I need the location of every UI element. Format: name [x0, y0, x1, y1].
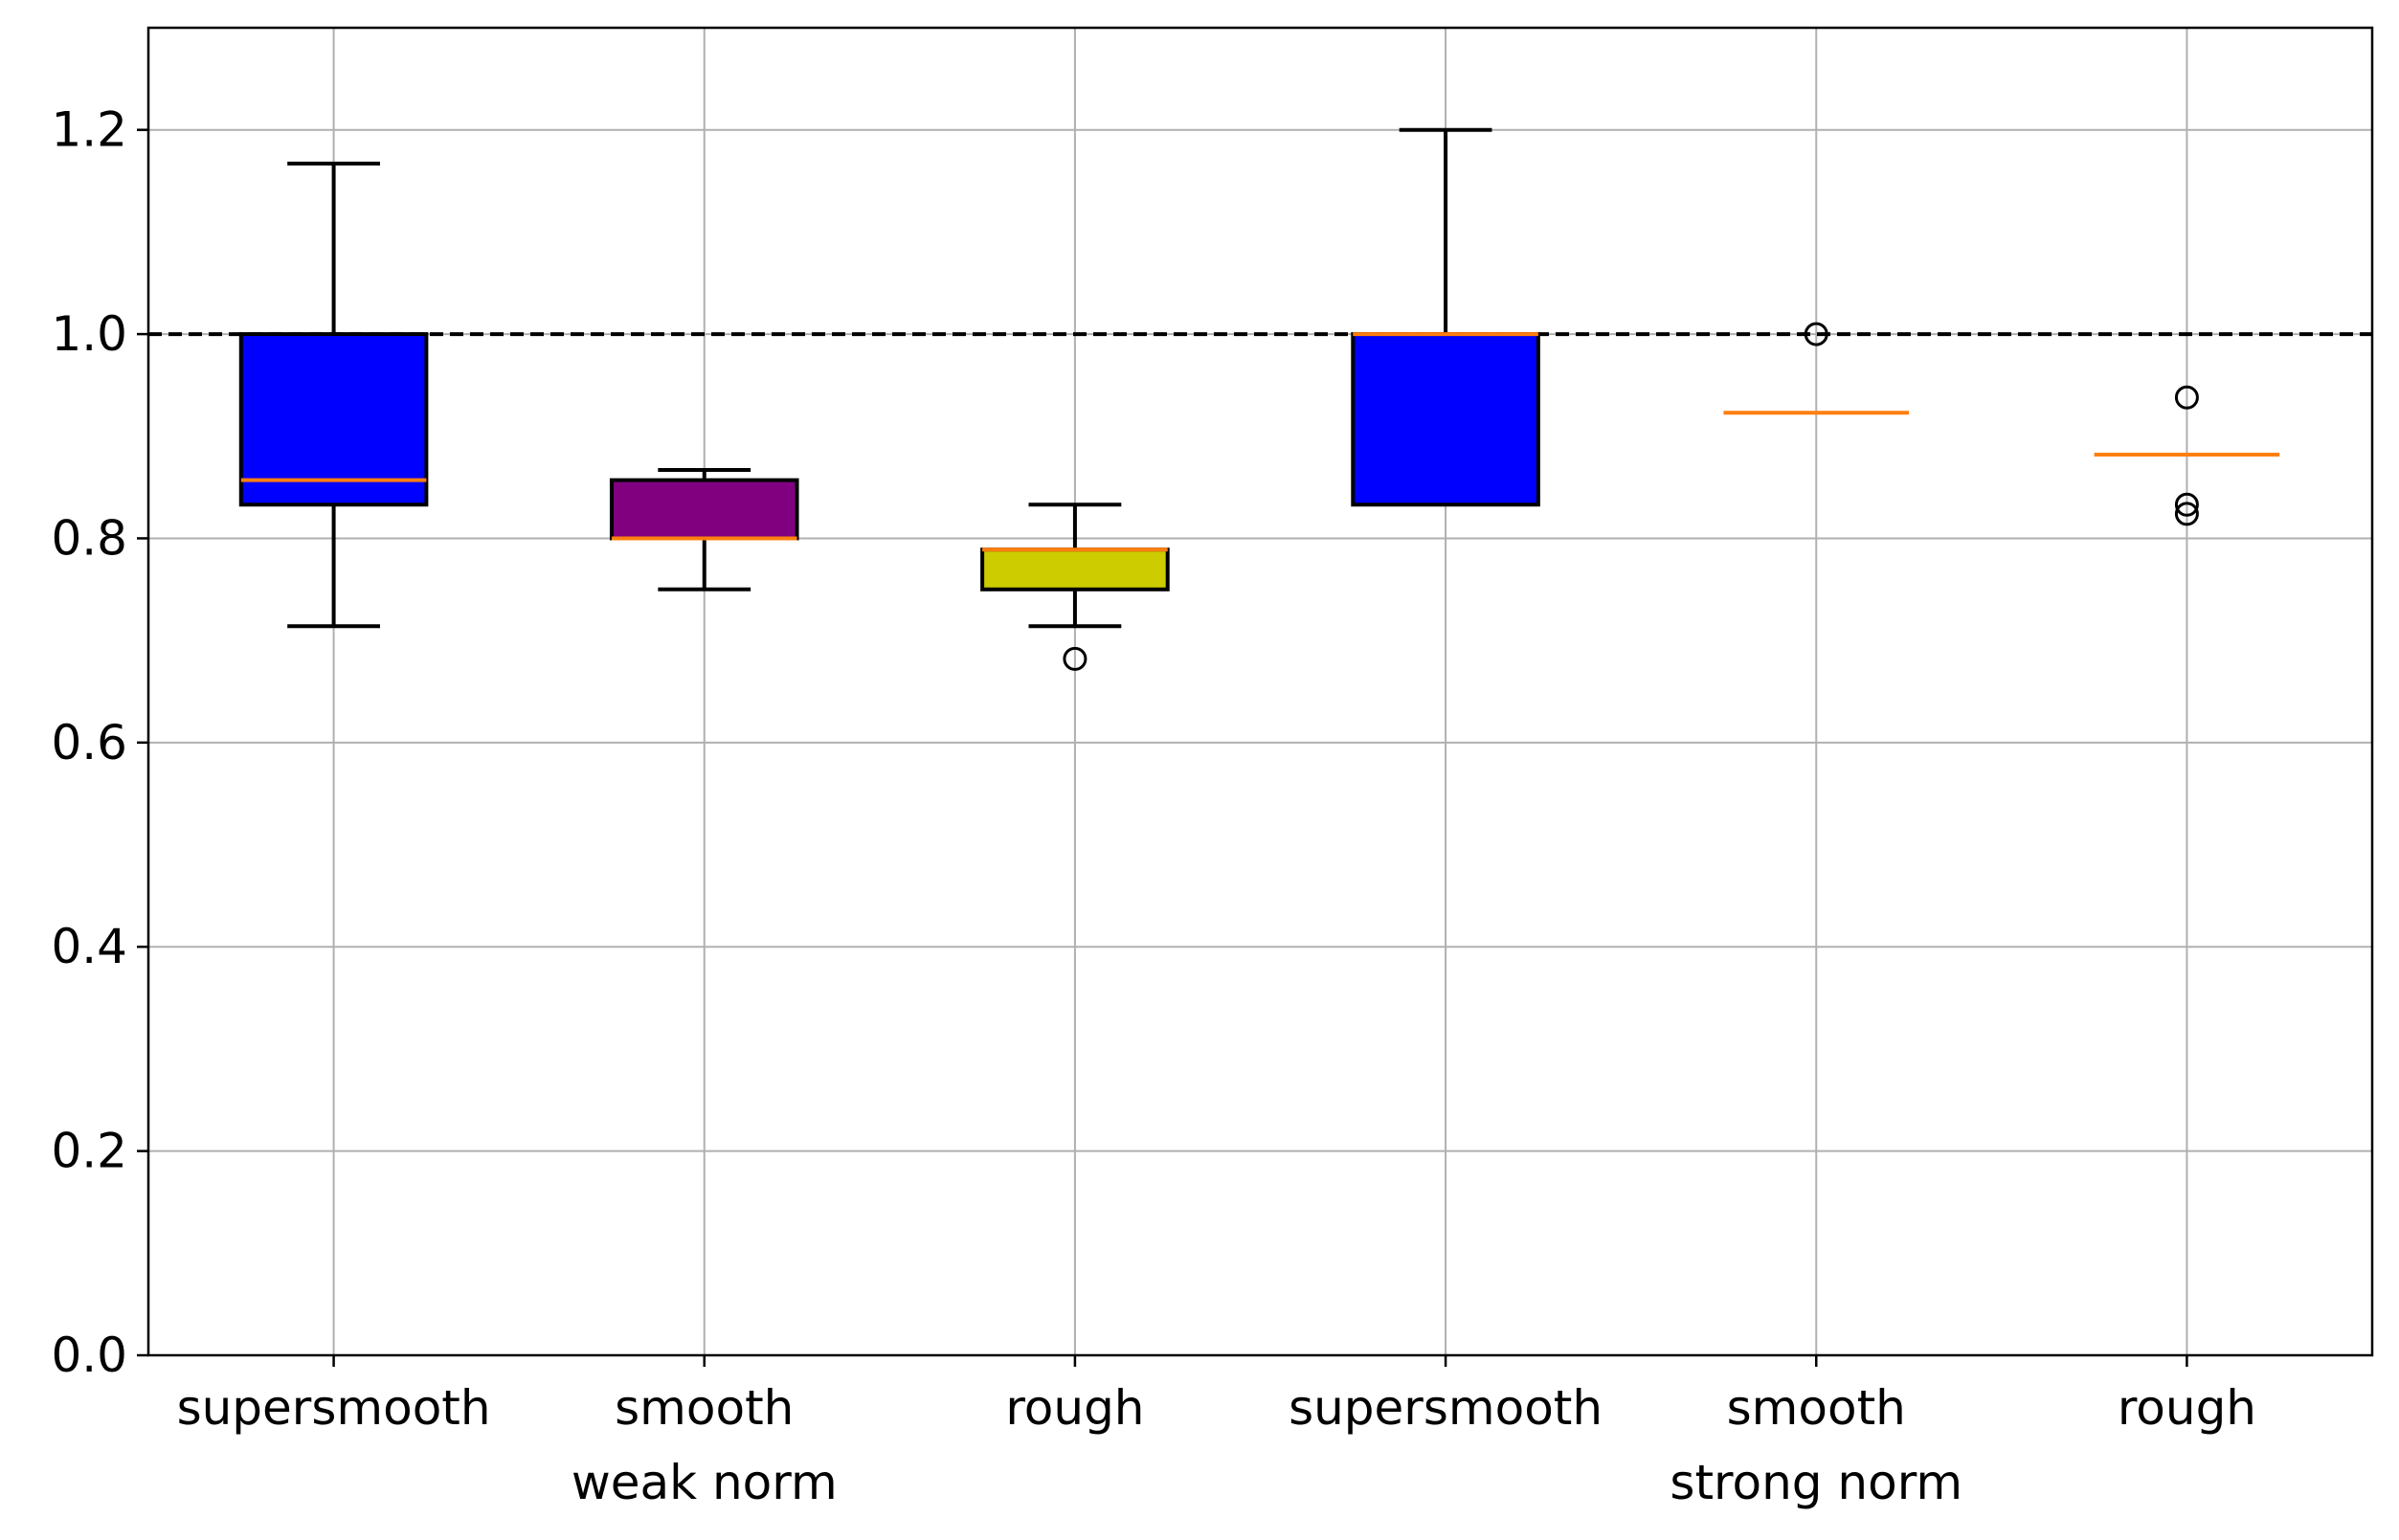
outlier-point	[2174, 492, 2199, 517]
x-tick-label: rough	[2118, 1380, 2256, 1436]
box-body	[1351, 332, 1540, 507]
box-3	[980, 502, 1170, 671]
y-tick-label: 0.6	[51, 715, 127, 770]
box-body	[980, 547, 1170, 591]
x-tick-label: smooth	[615, 1380, 794, 1436]
y-tick-label: 1.2	[51, 102, 127, 158]
box-5	[1723, 322, 1910, 415]
box-body	[238, 332, 429, 507]
y-axis-ticks: 0.0 0.2 0.4 0.6 0.8 1.0 1.2	[51, 102, 148, 1383]
plot-frame	[146, 26, 2374, 1357]
y-tick-label: 0.4	[51, 919, 127, 974]
outlier-point	[1063, 646, 1087, 671]
y-tick-label: 0.2	[51, 1124, 127, 1179]
x-tick-label: supersmooth	[177, 1380, 491, 1436]
box-2	[609, 467, 799, 591]
y-tick-label: 0.0	[51, 1328, 127, 1383]
x-tick-label: smooth	[1727, 1380, 1906, 1436]
x-axis-ticks: supersmooth smooth rough supersmooth smooth r…	[177, 1355, 2256, 1510]
box-body	[609, 478, 799, 541]
outlier-point	[1804, 322, 1828, 346]
y-tick-label: 1.0	[51, 306, 127, 362]
y-tick-label: 0.8	[51, 510, 127, 566]
box-4	[1351, 127, 1540, 507]
box-1	[238, 161, 429, 629]
group-label: strong norm	[1670, 1455, 1962, 1510]
outlier-point	[2174, 385, 2199, 410]
box-6	[2094, 385, 2280, 526]
box-series	[238, 127, 2280, 671]
x-tick-label: supersmooth	[1289, 1380, 1603, 1436]
outlier-point	[2174, 502, 2199, 526]
group-label: weak norm	[572, 1455, 838, 1510]
x-tick-label: rough	[1005, 1380, 1144, 1436]
